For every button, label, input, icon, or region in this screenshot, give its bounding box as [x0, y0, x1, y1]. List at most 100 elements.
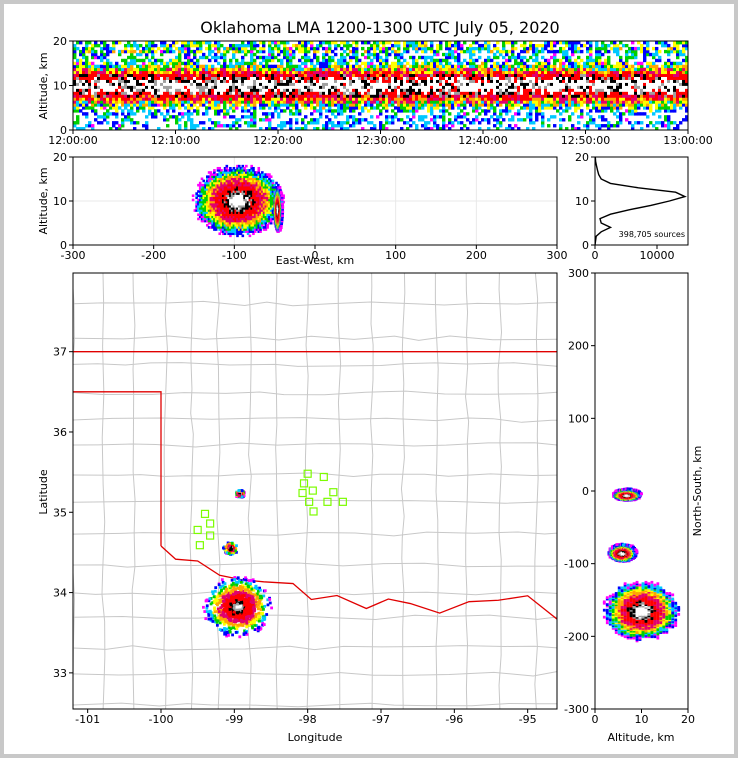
time-altitude-cell: [145, 82, 149, 86]
time-altitude-cell: [115, 127, 119, 130]
time-altitude-cell: [331, 127, 335, 130]
time-altitude-cell: [460, 100, 464, 104]
time-altitude-cell: [400, 61, 404, 66]
time-altitude-cell: [493, 76, 497, 80]
east-west-cell-point: [202, 207, 206, 210]
time-altitude-cell: [460, 76, 464, 80]
time-altitude-cell: [457, 88, 461, 92]
time-altitude-cell: [685, 41, 688, 45]
time-altitude-cell: [412, 46, 416, 51]
time-altitude-cell: [289, 91, 293, 95]
time-altitude-cell: [304, 70, 308, 75]
east-west-cell-point: [214, 223, 218, 227]
time-altitude-cell: [637, 64, 641, 69]
time-altitude-cell: [85, 46, 89, 51]
time-altitude-cell: [76, 73, 80, 77]
time-altitude-cell: [121, 76, 125, 80]
time-altitude-cell: [454, 94, 458, 98]
time-altitude-cell: [196, 73, 200, 77]
time-altitude-cell: [625, 55, 629, 60]
time-altitude-cell: [604, 106, 608, 110]
time-altitude-cell: [469, 100, 473, 104]
east-west-cell-point: [221, 221, 225, 225]
time-altitude-cell: [151, 52, 155, 57]
time-altitude-cell: [604, 49, 608, 54]
time-altitude-cell: [628, 67, 632, 72]
time-altitude-cell: [304, 115, 308, 119]
time-altitude-cell: [634, 67, 638, 72]
time-altitude-cell: [187, 115, 191, 119]
time-altitude-cell: [676, 103, 680, 107]
time-altitude-cell: [379, 103, 383, 107]
time-altitude-cell: [604, 79, 608, 83]
time-altitude-cell: [94, 76, 98, 80]
time-altitude-cell: [598, 55, 602, 60]
time-altitude-cell: [394, 70, 398, 75]
time-altitude-cell: [127, 55, 131, 60]
time-altitude-cell: [634, 100, 638, 104]
east-west-cell-point: [209, 209, 213, 212]
time-altitude-cell: [592, 121, 596, 125]
time-altitude-cell: [460, 85, 464, 89]
time-altitude-cell: [223, 73, 227, 77]
time-altitude-cell: [193, 97, 197, 101]
time-altitude-cell: [622, 94, 626, 98]
time-altitude-cell: [184, 121, 188, 125]
time-altitude-cell: [586, 55, 590, 60]
time-altitude-cell: [337, 100, 341, 104]
east-west-cell-point: [216, 217, 220, 221]
time-altitude-cell: [625, 64, 629, 69]
time-altitude-cell: [232, 121, 236, 125]
time-altitude-cell: [463, 79, 467, 83]
time-altitude-cell: [394, 97, 398, 101]
time-altitude-cell: [424, 49, 428, 54]
time-altitude-cell: [109, 67, 113, 72]
time-altitude-cell: [601, 106, 605, 110]
time-altitude-cell: [382, 41, 386, 45]
east-west-cell-point: [218, 166, 222, 170]
time-altitude-cell: [100, 70, 104, 75]
time-altitude-cell: [346, 73, 350, 77]
time-altitude-cell: [661, 88, 665, 92]
time-altitude-cell: [310, 58, 314, 63]
time-altitude-cell: [445, 52, 449, 57]
time-altitude-cell: [427, 64, 431, 69]
time-altitude-cell: [268, 49, 272, 54]
time-altitude-cell: [169, 61, 173, 66]
time-altitude-cell: [505, 94, 509, 98]
time-altitude-cell: [514, 85, 518, 89]
time-altitude-cell: [547, 82, 551, 86]
time-altitude-cell: [85, 82, 89, 86]
time-altitude-cell: [385, 58, 389, 63]
time-altitude-cell: [664, 94, 668, 98]
time-altitude-cell: [463, 82, 467, 86]
time-altitude-cell: [475, 91, 479, 95]
time-altitude-cell: [508, 55, 512, 60]
time-altitude-cell: [538, 112, 542, 116]
time-altitude-cell: [382, 82, 386, 86]
time-altitude-cell: [73, 55, 77, 60]
time-altitude-cell: [415, 109, 419, 113]
time-altitude-cell: [553, 79, 557, 83]
time-altitude-cell: [334, 67, 338, 72]
time-altitude-cell: [610, 97, 614, 101]
time-altitude-cell: [520, 76, 524, 80]
east-west-cell-point: [214, 188, 218, 191]
time-altitude-cell: [352, 88, 356, 92]
time-altitude-cell: [364, 61, 368, 66]
time-altitude-cell: [337, 91, 341, 95]
time-altitude-cell: [493, 118, 497, 122]
time-altitude-cell: [148, 103, 152, 107]
time-altitude-cell: [493, 43, 497, 48]
time-altitude-cell: [244, 70, 248, 75]
time-altitude-cell: [373, 127, 377, 130]
time-altitude-cell: [301, 49, 305, 54]
time-altitude-cell: [280, 76, 284, 80]
time-altitude-cell: [307, 94, 311, 98]
time-altitude-cell: [439, 76, 443, 80]
time-altitude-cell: [325, 46, 329, 51]
time-altitude-cell: [481, 85, 485, 89]
time-altitude-cell: [139, 103, 143, 107]
time-altitude-cell: [682, 97, 686, 101]
time-altitude-cell: [253, 76, 257, 80]
